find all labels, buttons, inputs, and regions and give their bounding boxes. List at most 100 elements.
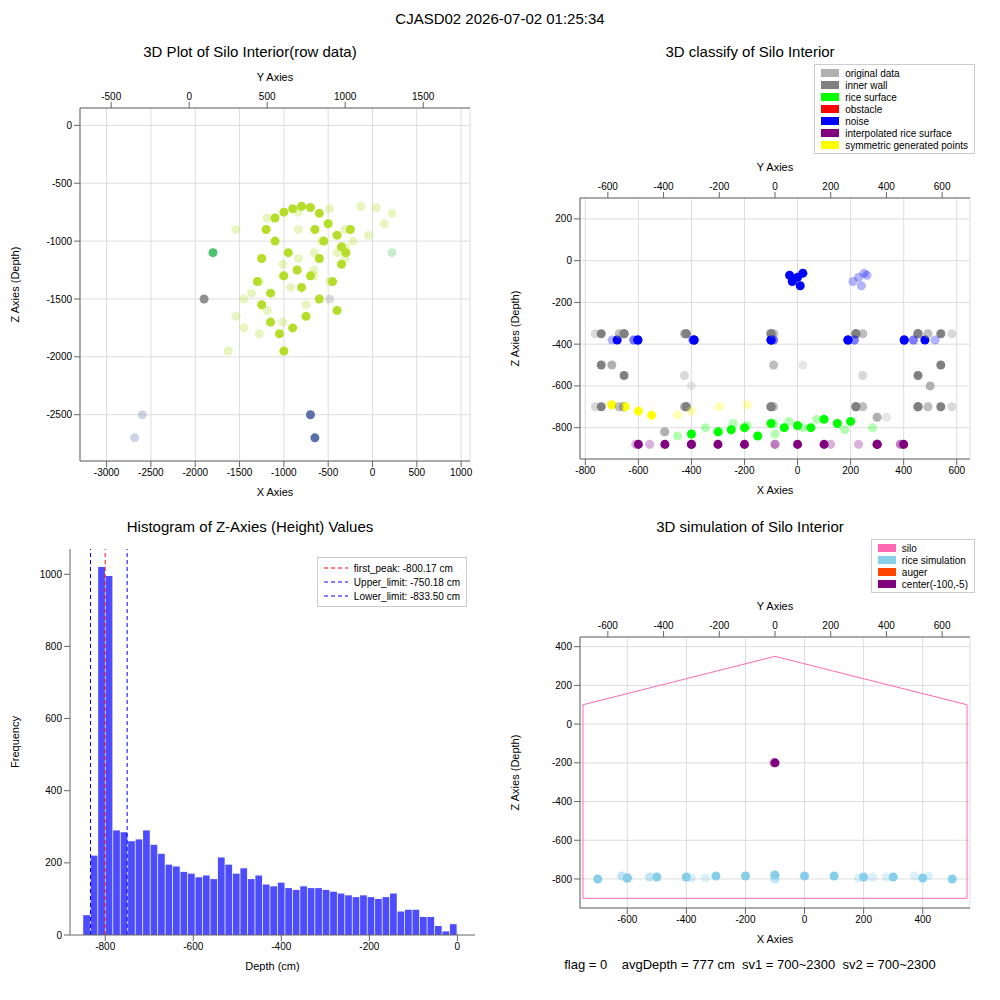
svg-text:1000: 1000 (334, 91, 357, 102)
svg-text:0: 0 (566, 255, 572, 266)
svg-text:1000: 1000 (40, 569, 63, 580)
svg-text:X Axies: X Axies (757, 933, 794, 945)
svg-text:-3000: -3000 (94, 467, 120, 478)
svg-text:-2000: -2000 (182, 467, 208, 478)
svg-text:-200: -200 (734, 465, 754, 476)
svg-text:600: 600 (45, 713, 62, 724)
html-text:Lower_limit: -833.50 cm: Lower_limit: -833.50 cm (353, 590, 460, 602)
svg-text:800: 800 (45, 641, 62, 652)
svg-text:Depth (cm): Depth (cm) (245, 960, 299, 972)
svg-text:0: 0 (566, 719, 572, 730)
svg-text:-500: -500 (52, 178, 72, 189)
svg-text:-200: -200 (359, 941, 379, 952)
svg-text:-1000: -1000 (46, 236, 72, 247)
html-text:original data: original data (845, 67, 900, 79)
svg-text:200: 200 (45, 857, 62, 868)
svg-text:-200: -200 (552, 297, 572, 308)
html-text:CJASD02 2026-07-02 01:25:34: CJASD02 2026-07-02 01:25:34 (395, 10, 605, 27)
svg-text:-400: -400 (271, 941, 291, 952)
svg-text:400: 400 (45, 785, 62, 796)
svg-text:200: 200 (842, 465, 859, 476)
svg-text:-600: -600 (628, 465, 648, 476)
svg-text:200: 200 (555, 213, 572, 224)
svg-text:-800: -800 (575, 465, 595, 476)
svg-text:0: 0 (186, 91, 192, 102)
svg-text:-1500: -1500 (46, 294, 72, 305)
html-text:rice surface: rice surface (845, 91, 897, 103)
svg-text:Frequency: Frequency (9, 716, 21, 768)
svg-text:0: 0 (772, 181, 778, 192)
svg-text:-400: -400 (552, 796, 572, 807)
html-text:obstacle: obstacle (845, 103, 883, 115)
svg-text:0: 0 (772, 620, 778, 631)
svg-text:Y Axies: Y Axies (257, 71, 294, 83)
svg-text:0: 0 (455, 941, 461, 952)
svg-text:600: 600 (948, 465, 965, 476)
svg-text:600: 600 (934, 181, 951, 192)
html-text:silo: silo (901, 542, 917, 554)
html-text:3D classify of Silo Interior: 3D classify of Silo Interior (665, 43, 835, 60)
svg-text:Z Axies (Depth): Z Axies (Depth) (509, 735, 521, 811)
svg-text:-600: -600 (183, 941, 203, 952)
html-text:Histogram of Z-Axies (Height): Histogram of Z-Axies (Height) Values (126, 518, 374, 535)
svg-text:0: 0 (370, 467, 376, 478)
svg-text:Z Axies (Depth): Z Axies (Depth) (9, 247, 21, 323)
svg-text:400: 400 (878, 620, 895, 631)
html-text:3D Plot of Silo Interior(row d: 3D Plot of Silo Interior(row data) (143, 43, 357, 60)
svg-text:400: 400 (914, 914, 931, 925)
svg-text:0: 0 (66, 120, 72, 131)
svg-text:-400: -400 (676, 914, 696, 925)
svg-text:-200: -200 (552, 757, 572, 768)
svg-text:-600: -600 (552, 835, 572, 846)
svg-text:Z Axies (Depth): Z Axies (Depth) (509, 291, 521, 367)
svg-text:1000: 1000 (450, 467, 473, 478)
html-text:inner wall: inner wall (845, 79, 888, 91)
svg-text:-600: -600 (617, 914, 637, 925)
svg-text:-400: -400 (552, 339, 572, 350)
svg-text:200: 200 (855, 914, 872, 925)
svg-text:0: 0 (802, 914, 808, 925)
svg-text:0: 0 (795, 465, 801, 476)
svg-text:-600: -600 (598, 620, 618, 631)
svg-text:-1500: -1500 (227, 467, 253, 478)
svg-text:500: 500 (408, 467, 425, 478)
html-text:Upper_limit: -750.18 cm: Upper_limit: -750.18 cm (353, 576, 460, 588)
html-text:symmetric generated points: symmetric generated points (845, 139, 968, 151)
svg-text:Y Axies: Y Axies (757, 161, 794, 173)
svg-text:400: 400 (878, 181, 895, 192)
svg-text:600: 600 (934, 620, 951, 631)
svg-text:200: 200 (555, 680, 572, 691)
html-text:flag = 0 avgDepth = 777 cm sv1: flag = 0 avgDepth = 777 cm sv1 = 700~230… (564, 957, 936, 972)
svg-text:-500: -500 (101, 91, 121, 102)
svg-text:-800: -800 (552, 874, 572, 885)
html-text:interpolated rice surface: interpolated rice surface (845, 127, 952, 139)
svg-text:-800: -800 (95, 941, 115, 952)
svg-text:-400: -400 (654, 181, 674, 192)
svg-text:-200: -200 (709, 620, 729, 631)
svg-text:400: 400 (895, 465, 912, 476)
svg-text:-600: -600 (552, 380, 572, 391)
svg-text:1500: 1500 (412, 91, 435, 102)
svg-text:-1000: -1000 (271, 467, 297, 478)
svg-text:-200: -200 (709, 181, 729, 192)
svg-text:-500: -500 (318, 467, 338, 478)
svg-text:-600: -600 (598, 181, 618, 192)
svg-text:500: 500 (259, 91, 276, 102)
svg-text:X Axies: X Axies (257, 486, 294, 498)
svg-text:-800: -800 (552, 422, 572, 433)
svg-text:Y Axies: Y Axies (757, 600, 794, 612)
svg-text:200: 200 (822, 181, 839, 192)
svg-text:-400: -400 (681, 465, 701, 476)
svg-text:-2500: -2500 (138, 467, 164, 478)
svg-text:0: 0 (56, 930, 62, 941)
html-text:first_peak: -800.17 cm: first_peak: -800.17 cm (353, 562, 453, 574)
html-text:noise: noise (845, 115, 870, 127)
svg-text:-400: -400 (654, 620, 674, 631)
svg-text:X Axies: X Axies (757, 484, 794, 496)
html-text:3D simulation of Silo Interior: 3D simulation of Silo Interior (656, 518, 844, 535)
svg-text:400: 400 (555, 641, 572, 652)
svg-text:200: 200 (822, 620, 839, 631)
svg-text:-2500: -2500 (46, 409, 72, 420)
svg-text:-200: -200 (735, 914, 755, 925)
svg-text:-2000: -2000 (46, 351, 72, 362)
